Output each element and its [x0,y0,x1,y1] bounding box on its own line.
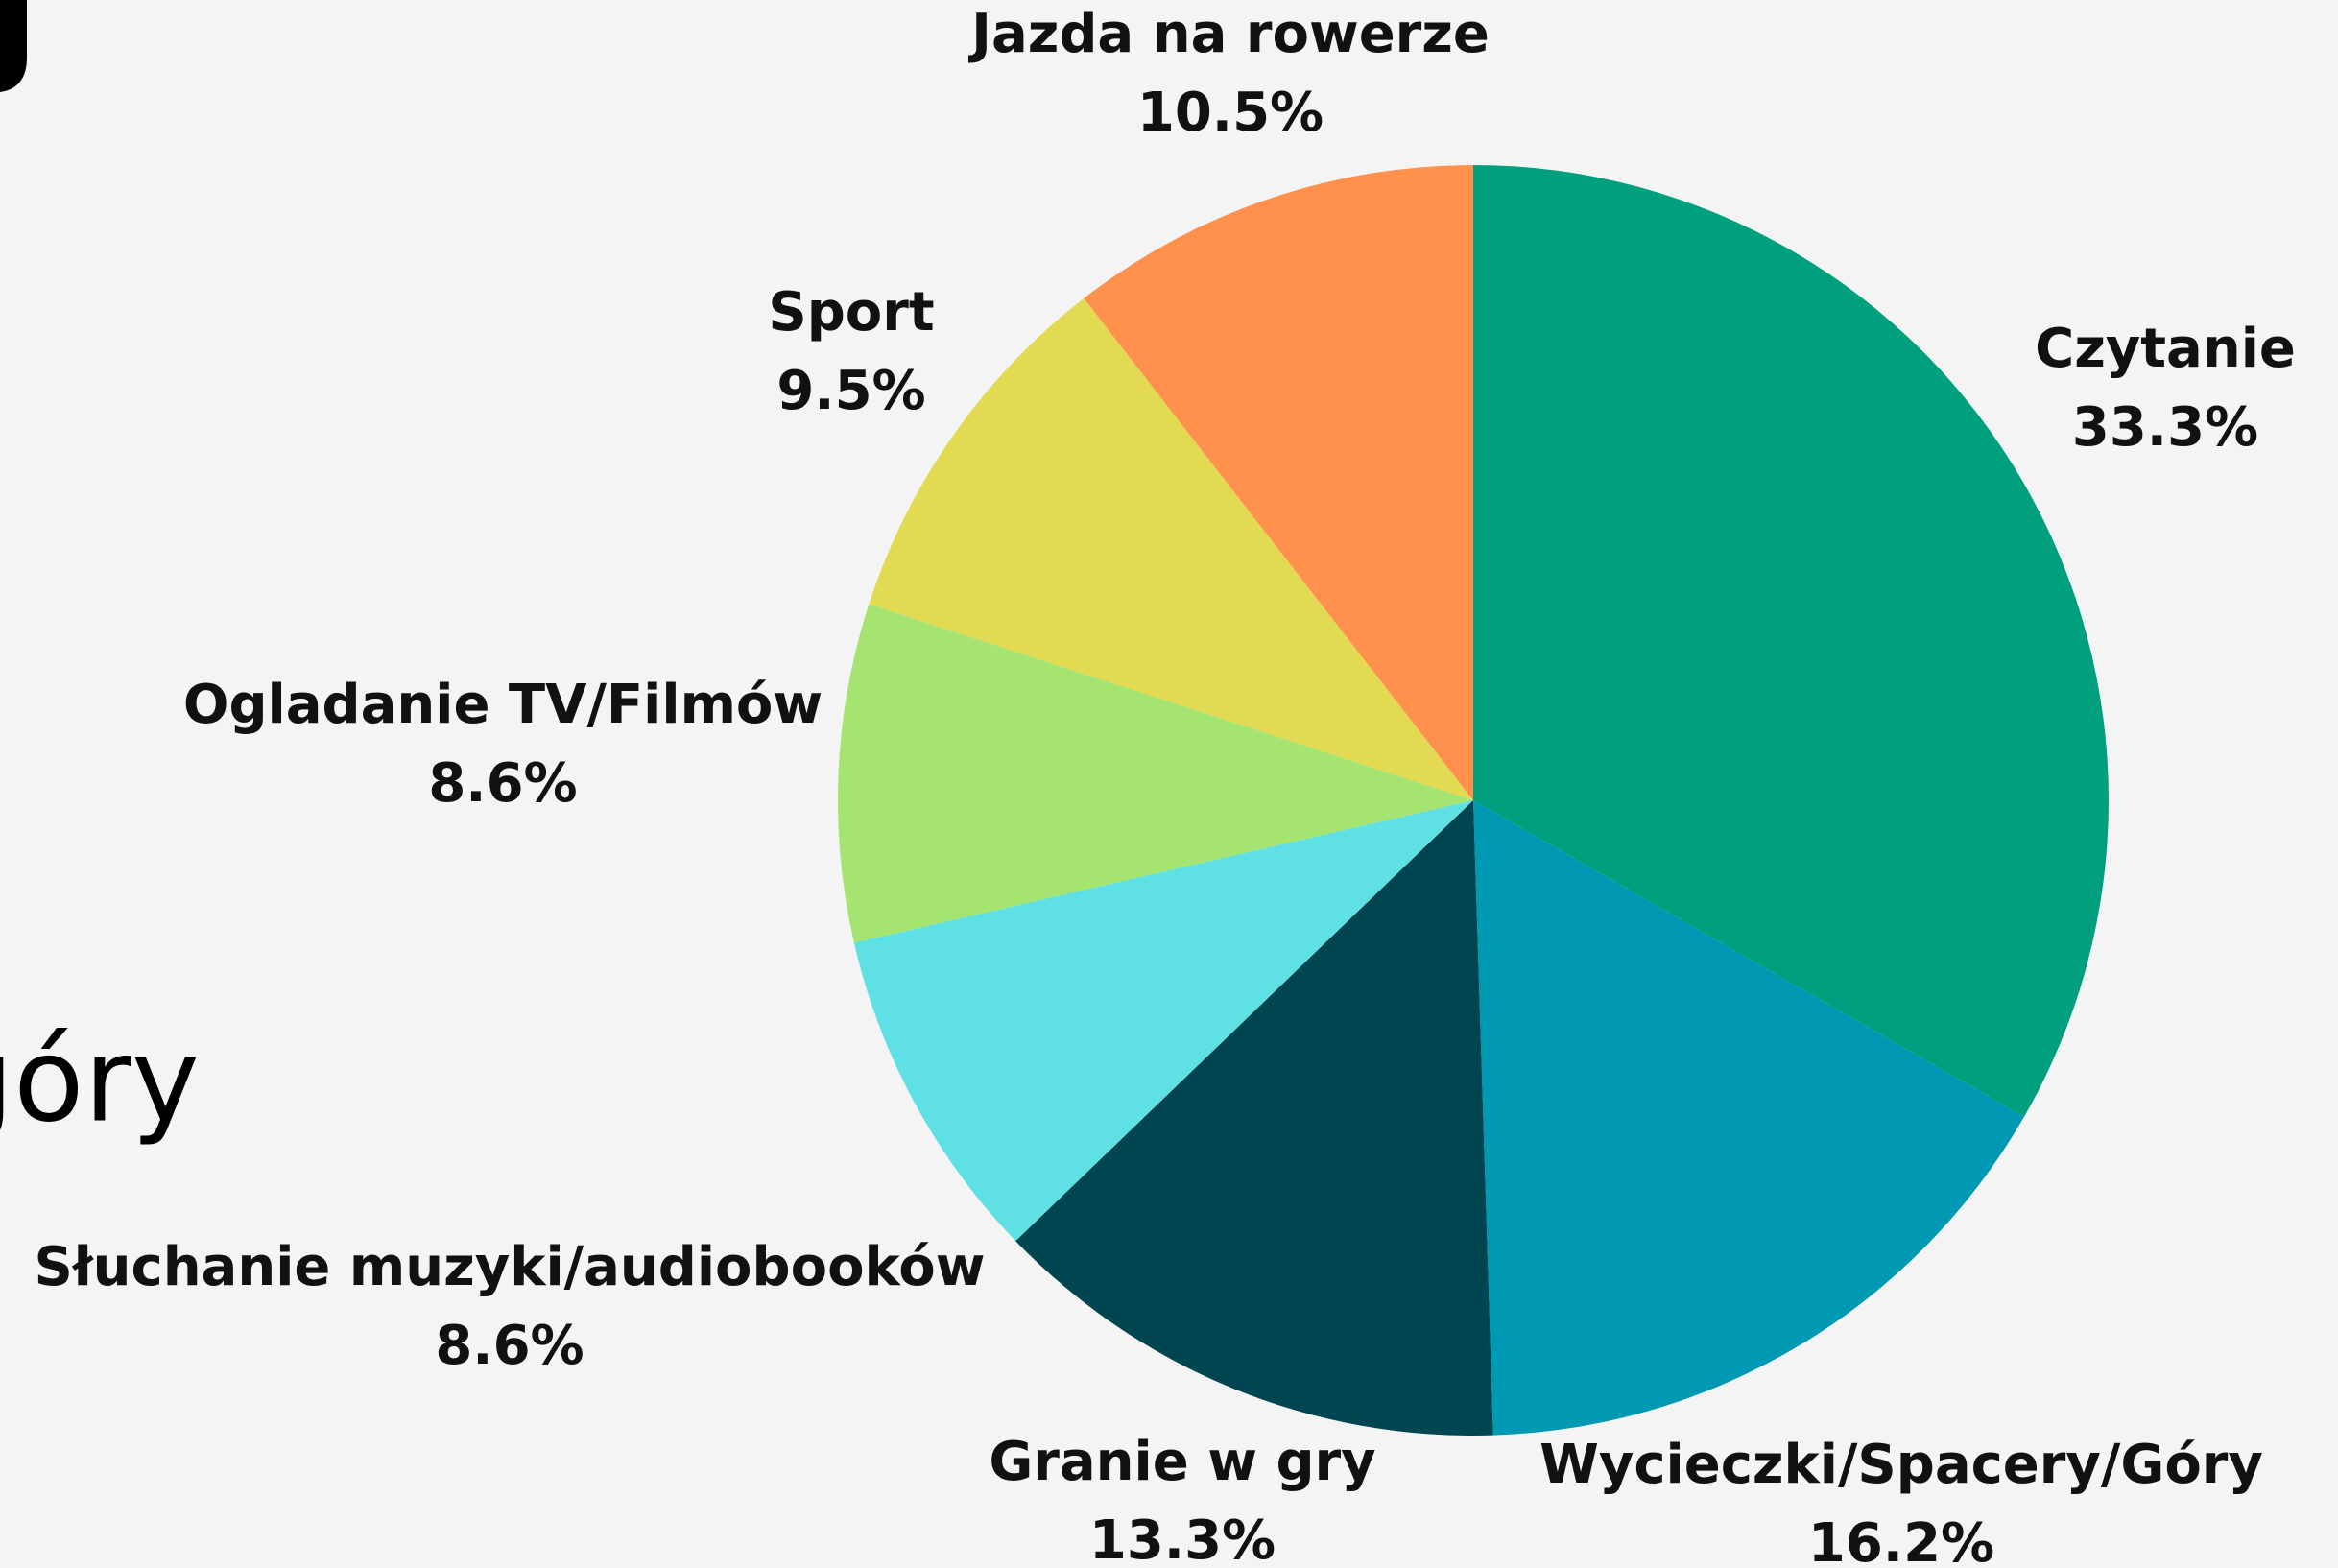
logo: góry [0,1015,200,1149]
pie-slice [1084,165,1473,800]
slice-label: Granie w gry [989,1431,1375,1493]
slice-value-label: 33.3% [2072,396,2258,459]
slice-value-label: 16.2% [1808,1512,1994,1568]
slice-value-label: 9.5% [776,360,925,422]
pie-slice [838,604,1473,943]
slice-value-label: 13.3% [1089,1509,1276,1568]
slice-label: Sport [768,281,934,344]
slice-value-label: 10.5% [1137,82,1324,144]
corner-shape [0,0,27,92]
slice-label: Ogladanie TV/Filmów [183,674,823,736]
slice-label: Czytanie [2035,318,2296,380]
slice-value-label: 8.6% [428,752,577,815]
pie-slice [1473,165,2109,1117]
slice-label: Słuchanie muzyki/audiobooków [35,1236,986,1298]
slice-value-label: 8.6% [435,1315,584,1377]
pie-slice [1015,800,1493,1436]
pie-slice [869,297,1473,801]
pie-slice [853,800,1473,1242]
slice-label: Wycieczki/Spacery/Góry [1539,1434,2263,1496]
pie-slice [1473,800,2025,1436]
slice-label: Jazda na rowerze [967,3,1490,65]
